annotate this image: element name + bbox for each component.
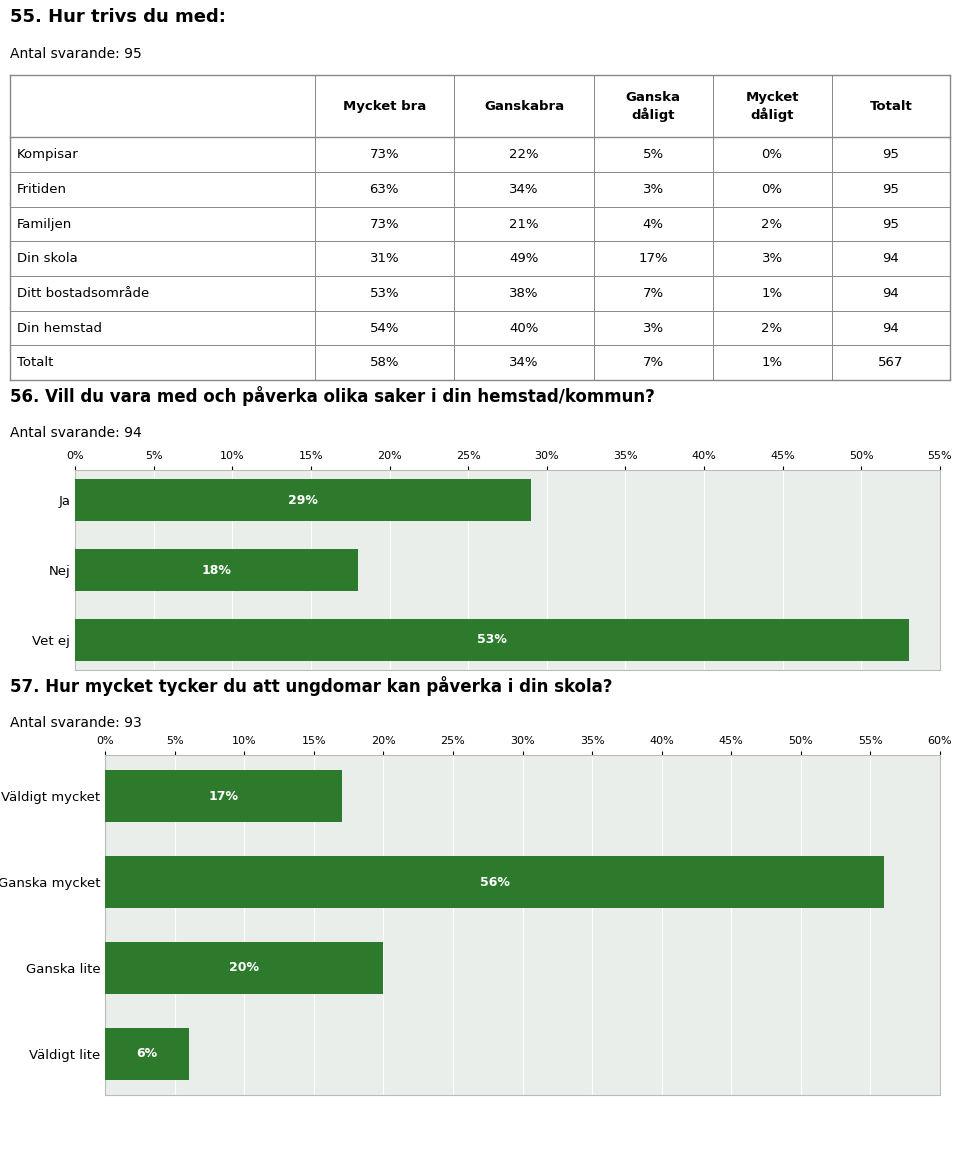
Text: 49%: 49%	[509, 252, 539, 265]
Text: Familjen: Familjen	[17, 217, 72, 230]
Text: 58%: 58%	[370, 357, 399, 370]
Text: 73%: 73%	[370, 149, 399, 162]
Text: 95: 95	[882, 217, 900, 230]
Text: Fritiden: Fritiden	[17, 182, 67, 196]
Text: 94: 94	[882, 287, 900, 300]
Text: Antal svarande: 93: Antal svarande: 93	[10, 716, 141, 730]
Text: 17%: 17%	[638, 252, 668, 265]
Text: 73%: 73%	[370, 217, 399, 230]
Text: 0%: 0%	[761, 149, 782, 162]
Text: 94: 94	[882, 322, 900, 335]
Text: 21%: 21%	[509, 217, 539, 230]
Text: 20%: 20%	[229, 961, 259, 975]
Text: 57. Hur mycket tycker du att ungdomar kan påverka i din skola?: 57. Hur mycket tycker du att ungdomar ka…	[10, 676, 612, 696]
Text: Mycket
dåligt: Mycket dåligt	[745, 91, 799, 122]
Bar	[105, 1028, 188, 1079]
Text: 17%: 17%	[208, 790, 238, 803]
Text: Totalt: Totalt	[870, 100, 912, 113]
Text: Kompisar: Kompisar	[17, 149, 79, 162]
Text: Antal svarande: 95: Antal svarande: 95	[10, 48, 141, 62]
Text: 53%: 53%	[477, 633, 507, 646]
Text: 1%: 1%	[761, 287, 782, 300]
Text: 56%: 56%	[480, 876, 510, 889]
Text: 2%: 2%	[761, 322, 782, 335]
Text: 7%: 7%	[642, 287, 663, 300]
Text: 0%: 0%	[761, 182, 782, 196]
Text: Mycket bra: Mycket bra	[343, 100, 426, 113]
Text: 95: 95	[882, 182, 900, 196]
Text: Ganska
dåligt: Ganska dåligt	[626, 91, 681, 122]
Text: Totalt: Totalt	[17, 357, 54, 370]
Text: 94: 94	[882, 252, 900, 265]
Text: 2%: 2%	[761, 217, 782, 230]
Text: 1%: 1%	[761, 357, 782, 370]
Text: 18%: 18%	[202, 564, 231, 576]
Bar	[105, 770, 342, 822]
Text: 38%: 38%	[509, 287, 539, 300]
Bar	[75, 479, 531, 521]
Text: Ganskabra: Ganskabra	[484, 100, 564, 113]
Text: 567: 567	[878, 357, 903, 370]
Text: 55. Hur trivs du med:: 55. Hur trivs du med:	[10, 8, 226, 27]
Text: 4%: 4%	[642, 217, 663, 230]
Bar	[75, 619, 908, 661]
Text: 54%: 54%	[370, 322, 399, 335]
Bar	[105, 942, 383, 994]
Text: 3%: 3%	[642, 182, 663, 196]
Text: 5%: 5%	[642, 149, 663, 162]
Text: 3%: 3%	[642, 322, 663, 335]
Text: Antal svarande: 94: Antal svarande: 94	[10, 426, 141, 440]
Text: 6%: 6%	[136, 1047, 157, 1060]
Bar	[75, 548, 358, 591]
Text: 53%: 53%	[370, 287, 399, 300]
Text: 34%: 34%	[509, 357, 539, 370]
Text: Ditt bostadsområde: Ditt bostadsområde	[17, 287, 150, 300]
Text: 95: 95	[882, 149, 900, 162]
Bar	[105, 856, 884, 908]
Text: 3%: 3%	[761, 252, 782, 265]
Text: 29%: 29%	[288, 494, 318, 507]
Text: Din skola: Din skola	[17, 252, 78, 265]
Text: 63%: 63%	[370, 182, 399, 196]
Text: 31%: 31%	[370, 252, 399, 265]
Text: 34%: 34%	[509, 182, 539, 196]
Text: 22%: 22%	[509, 149, 539, 162]
Text: Din hemstad: Din hemstad	[17, 322, 102, 335]
Text: 56. Vill du vara med och påverka olika saker i din hemstad/kommun?: 56. Vill du vara med och påverka olika s…	[10, 387, 655, 407]
Text: 40%: 40%	[509, 322, 539, 335]
Text: 7%: 7%	[642, 357, 663, 370]
